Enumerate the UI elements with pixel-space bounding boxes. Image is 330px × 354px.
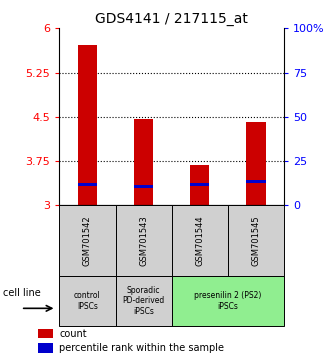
Bar bbox=[246, 180, 266, 183]
Text: cell line: cell line bbox=[3, 289, 41, 298]
Bar bbox=[38, 329, 53, 338]
Text: control
IPSCs: control IPSCs bbox=[74, 291, 101, 310]
Bar bbox=[190, 165, 210, 205]
Text: GSM701543: GSM701543 bbox=[139, 215, 148, 266]
FancyBboxPatch shape bbox=[172, 205, 228, 276]
Bar bbox=[134, 185, 153, 188]
Text: percentile rank within the sample: percentile rank within the sample bbox=[59, 343, 224, 353]
Text: presenilin 2 (PS2)
iPSCs: presenilin 2 (PS2) iPSCs bbox=[194, 291, 261, 310]
Text: GSM701545: GSM701545 bbox=[251, 215, 260, 266]
FancyBboxPatch shape bbox=[172, 276, 284, 326]
Bar bbox=[134, 119, 153, 205]
FancyBboxPatch shape bbox=[115, 276, 172, 326]
FancyBboxPatch shape bbox=[115, 205, 172, 276]
Text: Sporadic
PD-derived
iPSCs: Sporadic PD-derived iPSCs bbox=[122, 286, 165, 316]
Bar bbox=[38, 343, 53, 353]
Bar bbox=[78, 183, 97, 187]
FancyBboxPatch shape bbox=[59, 276, 116, 326]
Text: GSM701544: GSM701544 bbox=[195, 215, 204, 266]
FancyBboxPatch shape bbox=[228, 205, 284, 276]
FancyBboxPatch shape bbox=[59, 205, 116, 276]
Bar bbox=[78, 45, 97, 205]
Text: count: count bbox=[59, 329, 87, 339]
Bar bbox=[190, 183, 210, 187]
Text: GSM701542: GSM701542 bbox=[83, 215, 92, 266]
Bar bbox=[246, 122, 266, 205]
Title: GDS4141 / 217115_at: GDS4141 / 217115_at bbox=[95, 12, 248, 26]
